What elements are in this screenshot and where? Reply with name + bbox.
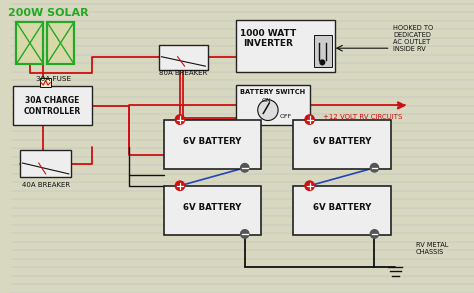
Bar	[40, 78, 51, 87]
Text: 6V BATTERY: 6V BATTERY	[183, 137, 242, 146]
Text: 30A FUSE: 30A FUSE	[36, 76, 72, 82]
Text: +12 VOLT RV CIRCUITS: +12 VOLT RV CIRCUITS	[323, 114, 402, 120]
Circle shape	[370, 163, 379, 172]
Circle shape	[175, 115, 184, 124]
Circle shape	[241, 163, 249, 172]
Bar	[236, 85, 310, 125]
Text: OFF: OFF	[280, 114, 292, 119]
Text: 6V BATTERY: 6V BATTERY	[313, 203, 371, 212]
Bar	[47, 22, 74, 64]
Circle shape	[175, 181, 184, 190]
Text: RV METAL
CHASSIS: RV METAL CHASSIS	[416, 242, 448, 255]
Circle shape	[305, 115, 314, 124]
Bar	[236, 20, 335, 72]
Text: 6V BATTERY: 6V BATTERY	[183, 203, 242, 212]
Bar	[17, 22, 43, 64]
Bar	[159, 45, 208, 70]
Circle shape	[320, 60, 325, 65]
Text: 80A BREAKER: 80A BREAKER	[159, 70, 207, 76]
Text: 30A CHARGE
CONTROLLER: 30A CHARGE CONTROLLER	[24, 96, 81, 115]
Bar	[293, 120, 391, 169]
Bar	[314, 35, 332, 67]
Bar	[164, 186, 261, 235]
Text: ON: ON	[262, 98, 272, 103]
Text: BATTERY SWITCH: BATTERY SWITCH	[240, 89, 305, 95]
Bar	[13, 86, 92, 125]
Text: 200W SOLAR: 200W SOLAR	[8, 8, 88, 18]
Text: 6V BATTERY: 6V BATTERY	[313, 137, 371, 146]
Circle shape	[305, 181, 314, 190]
Circle shape	[241, 230, 249, 238]
Bar	[293, 186, 391, 235]
Circle shape	[258, 100, 278, 120]
Text: HOOKED TO
DEDICATED
AC OUTLET
INSIDE RV: HOOKED TO DEDICATED AC OUTLET INSIDE RV	[393, 25, 433, 52]
Circle shape	[370, 230, 379, 238]
Text: 40A BREAKER: 40A BREAKER	[22, 182, 70, 188]
Bar	[20, 150, 71, 177]
Text: 1000 WATT
INVERTER: 1000 WATT INVERTER	[240, 29, 296, 48]
Bar	[164, 120, 261, 169]
